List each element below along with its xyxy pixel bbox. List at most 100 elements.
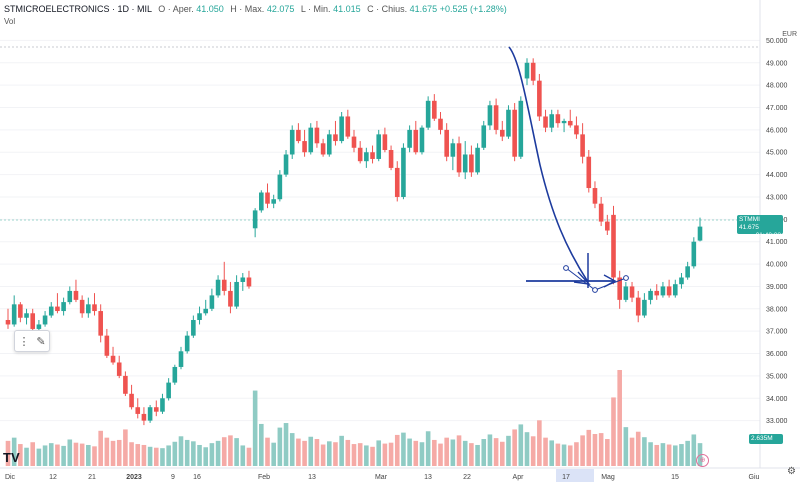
x-tick-label: Apr (513, 474, 525, 481)
volume-bar (240, 445, 246, 466)
symbol-title: STMICROELECTRONICS · 1D · MIL (4, 4, 152, 14)
last-price-badge: STMMI 41.675 01:40:08 (737, 215, 783, 239)
trendline-anchor (563, 265, 569, 271)
candle-body (475, 147, 480, 173)
volume-bar (481, 439, 487, 466)
volume-bar (265, 437, 270, 466)
volume-bar (172, 441, 178, 466)
volume-bar (351, 444, 357, 466)
volume-bar (691, 434, 697, 466)
pencil-icon[interactable]: ✎ (36, 335, 46, 348)
volume-bar (228, 435, 233, 466)
candle-body (567, 120, 573, 126)
candle-body (48, 306, 54, 316)
candle-body (283, 154, 289, 175)
volume-bar (425, 431, 431, 466)
candle-body (685, 266, 690, 278)
volume-bar (530, 436, 536, 466)
x-tick-label: 13 (308, 474, 316, 481)
volume-bar (5, 440, 11, 466)
volume-bar (296, 438, 301, 466)
candle-body (530, 62, 536, 81)
open-value: 41.050 (196, 4, 224, 14)
volume-label: Vol (4, 17, 16, 26)
volume-bar (11, 437, 17, 466)
volume-bar (370, 446, 375, 466)
volume-bar (203, 447, 209, 466)
candle-body (240, 277, 246, 282)
volume-bar (326, 441, 332, 466)
volume-bar (73, 442, 79, 466)
last-price-ticker: STMMI (739, 216, 760, 223)
candle-body (660, 286, 666, 296)
volume-bar (574, 442, 579, 466)
x-tick-label: Mar (375, 474, 388, 481)
volume-bar (259, 423, 264, 466)
volume-bar (679, 444, 684, 466)
candle-body (543, 116, 548, 128)
candle-body (5, 319, 11, 325)
candle-body (24, 313, 29, 318)
volume-bar (407, 438, 412, 466)
candle-body (623, 286, 629, 300)
candle-body (234, 281, 239, 307)
candle-body (679, 277, 684, 285)
volume-bar (592, 434, 598, 466)
currency-label[interactable]: EUR (782, 31, 797, 38)
y-tick-label: 38.000 (766, 306, 788, 313)
y-tick-label: 36.000 (766, 351, 788, 358)
candle-body (345, 116, 351, 137)
volume-bar (598, 433, 604, 466)
x-tick-label: 17 (562, 474, 570, 481)
volume-bar (450, 439, 456, 466)
volume-bar (506, 435, 511, 466)
gear-icon[interactable]: ⚙ (787, 466, 796, 477)
y-tick-label: 35.000 (766, 373, 788, 380)
y-tick-label: 40.000 (766, 262, 788, 269)
volume-bar (432, 439, 437, 466)
candle-body (432, 100, 437, 119)
volume-bar (456, 435, 462, 466)
candle-body (228, 290, 233, 307)
x-tick-label: 16 (193, 474, 201, 481)
volume-bar (444, 437, 449, 466)
candle-body (672, 284, 678, 296)
candle-body (666, 286, 672, 296)
volume-bar (314, 439, 320, 466)
candlesticks (5, 58, 703, 426)
candle-body (487, 105, 493, 126)
volume-bar (48, 443, 54, 466)
tradingview-logo[interactable]: TV (3, 450, 20, 465)
candle-body (524, 62, 530, 79)
candle-body (191, 319, 196, 336)
candle-body (407, 129, 412, 148)
candle-body (215, 279, 221, 296)
drag-handle-icon[interactable]: ⋮ (18, 335, 30, 348)
drawing-toolbar[interactable]: ⋮ ✎ (14, 330, 50, 352)
timezone-icon[interactable]: ⊕ (696, 454, 709, 467)
candle-body (438, 118, 443, 130)
candle-body (184, 335, 190, 352)
x-tick-label: 21 (88, 474, 96, 481)
time-axis: Dic 12 21 2023 9 16 Feb 13 Mar 13 22 Apr 17 Mag 15 Giu (0, 467, 800, 482)
volume-bar (666, 444, 672, 466)
candle-body (326, 134, 332, 155)
volume-bar (648, 442, 653, 466)
candle-body (605, 221, 610, 231)
volume-bar (24, 447, 29, 466)
open-label: O · Aper. (158, 4, 194, 14)
candle-body (419, 127, 425, 153)
y-tick-label: 44.000 (766, 172, 788, 179)
volume-bar (221, 437, 227, 466)
candle-body (166, 382, 171, 399)
candle-body (493, 105, 499, 130)
candle-body (271, 199, 276, 204)
candle-body (92, 304, 97, 312)
volume-bar (86, 444, 91, 466)
volume-bar (345, 439, 351, 466)
low-label: L · Min. (300, 4, 331, 14)
volume-bar (178, 436, 184, 466)
x-tick-label: Dic (5, 474, 16, 481)
volume-bar (499, 441, 505, 466)
